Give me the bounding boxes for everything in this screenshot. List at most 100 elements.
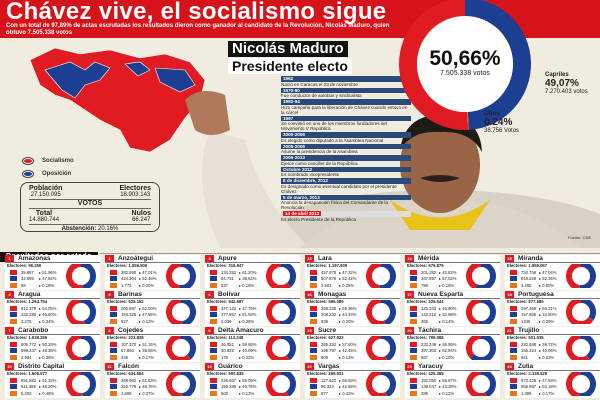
state-donut-red-segment [266,300,281,324]
timeline-date: 1992-94 [281,99,411,105]
votes-value: 347.132 [221,305,237,311]
votes-value: 606.772 [21,341,37,347]
oposicion-swatch-icon [210,312,217,318]
otros-swatch-icon [110,318,117,324]
votos-heading: VOTOS [29,200,151,209]
state-donut-otros-segment [384,392,387,396]
state-result-row-socialismo: 233.249 ▸ 36.95% [405,341,500,348]
arrow-icon: ▸ [539,282,543,288]
state-donut-otros-segment [579,392,580,396]
votes-value: 139.047 [421,384,437,390]
arrow-icon: ▸ [539,384,543,390]
state-donut-blue-segment [81,372,96,396]
arrow-icon: ▸ [39,377,43,383]
votes-value: 127.622 [321,377,337,383]
state-result-row-otros: 5.202 ▸ 0.48% [5,390,100,397]
state-donut-hole [372,375,390,393]
state-result-row-socialismo: 200.687 ▸ 52.00% [105,305,200,312]
percent-value: 48.20% [42,384,57,390]
votes-value: 107.370 [121,341,137,347]
state-result-row-oposicion: 818.228 ▸ 52.35% [505,276,600,283]
state-result-row-oposicion: 33.095 ▸ 47.82% [5,276,100,283]
electores-label: Electores: [507,299,528,304]
socialismo-swatch-icon [110,341,117,347]
state-result-row-oposicion: 253.779 ▸ 48.76% [105,384,200,391]
arrow-icon: ▸ [339,276,343,282]
arrow-icon: ▸ [439,341,443,347]
timeline-date: 14 de abril 2013 [281,211,411,217]
percent-value: 0.48% [42,390,55,396]
state-result-row-otros: 365 ▸ 0.14% [405,318,500,325]
national-donut-hole [417,16,513,112]
state-donut-blue-segment [381,336,396,360]
arrow-icon: ▸ [39,348,43,354]
votes-value: 598.237 [21,348,37,354]
electores-value: 627.822 [328,335,344,340]
state-donut-red-segment [266,264,291,288]
state-donut-red-segment [566,372,581,396]
state-result-row-socialismo: 651.882 ▸ 51.32% [5,377,100,384]
votes-value: 3.275 [21,318,32,324]
percent-value: 47.32% [342,269,357,275]
state-electores: Electores: 269.931 [305,371,400,377]
timeline-date: 1962 [281,76,411,82]
otros-swatch-icon [410,390,417,396]
electores-label: Electores: [307,263,328,268]
percent-value: 0.37% [142,390,155,396]
oposicion-swatch-icon [10,348,17,354]
arrow-icon: ▸ [539,348,543,354]
state-donut-blue-segment [178,264,196,288]
arrow-icon: ▸ [139,318,143,324]
electores-label: Electores: [307,299,328,304]
state-result-row-oposicion: 195.787 ▸ 42.45% [305,348,400,355]
state-donut-red-segment [466,264,481,288]
stat-label: Electores [119,185,151,192]
oposicion-swatch-icon [510,348,517,354]
arrow-icon: ▸ [139,305,143,311]
state-result-row-oposicion: 424.304 ▸ 52.46% [105,276,200,283]
percent-value: 61.15% [142,341,157,347]
state-donut [166,300,196,324]
votes-value: 1.369 [521,390,532,396]
otros-swatch-icon [410,282,417,288]
state-result-row-oposicion: 157.865 ▸ 34.50% [505,312,600,319]
timeline-text: Es nombrado vicepresidente [281,172,340,177]
state-number: 4 [5,291,14,298]
state-donut-hole [72,303,90,321]
state-card: 12 Guárico Electores: 500.835 226.667 ▸ 59… [205,363,300,398]
oposicion-swatch-icon [510,276,517,282]
state-donut-otros-segment [378,284,380,288]
percent-value: 34.50% [542,312,557,318]
votes-value: 432.280 [21,312,37,318]
state-name: Miranda [518,255,543,262]
state-number: 1 [5,255,14,262]
callout-votes: 7.270.403 votos [545,89,588,95]
votes-value: 527 [121,318,128,324]
state-card: 22 Vargas Electores: 269.931 127.622 ▸ 56.… [305,363,400,398]
percent-value: 0.18% [42,282,55,288]
electores-label: Electores: [407,335,428,340]
otros-swatch-icon [410,318,417,324]
percent-value: 52.98% [442,312,457,318]
arrow-icon: ▸ [539,377,543,383]
state-donut-red-segment [166,300,183,324]
state-card-header: 16 Monagas [305,291,400,299]
votes-value: 46.052 [221,341,234,347]
oposicion-swatch-icon [310,312,317,318]
arrow-icon: ▸ [139,341,143,347]
callout-percent: 49,07% [545,78,579,89]
state-card-header: 20 Táchira [405,327,500,335]
state-donut-hole [72,375,90,393]
state-electores: Electores: 223.828 [105,335,200,341]
votes-value: 818.228 [521,276,537,282]
page-title: Chávez vive, el socialismo sigue [6,0,387,25]
state-result-row-socialismo: 606.772 ▸ 50.29% [5,341,100,348]
votes-value: 96.323 [321,384,334,390]
state-result-row-socialismo: 268.982 ▸ 51.63% [105,377,200,384]
state-card-header: 12 Guárico [205,363,300,371]
timeline-text: Ejerce como canciller de la República [281,160,358,166]
electores-value: 316.947 [228,263,244,268]
votes-value: 796 [421,282,428,288]
otros-swatch-icon [10,390,17,396]
percent-value: 56.67% [442,377,457,383]
